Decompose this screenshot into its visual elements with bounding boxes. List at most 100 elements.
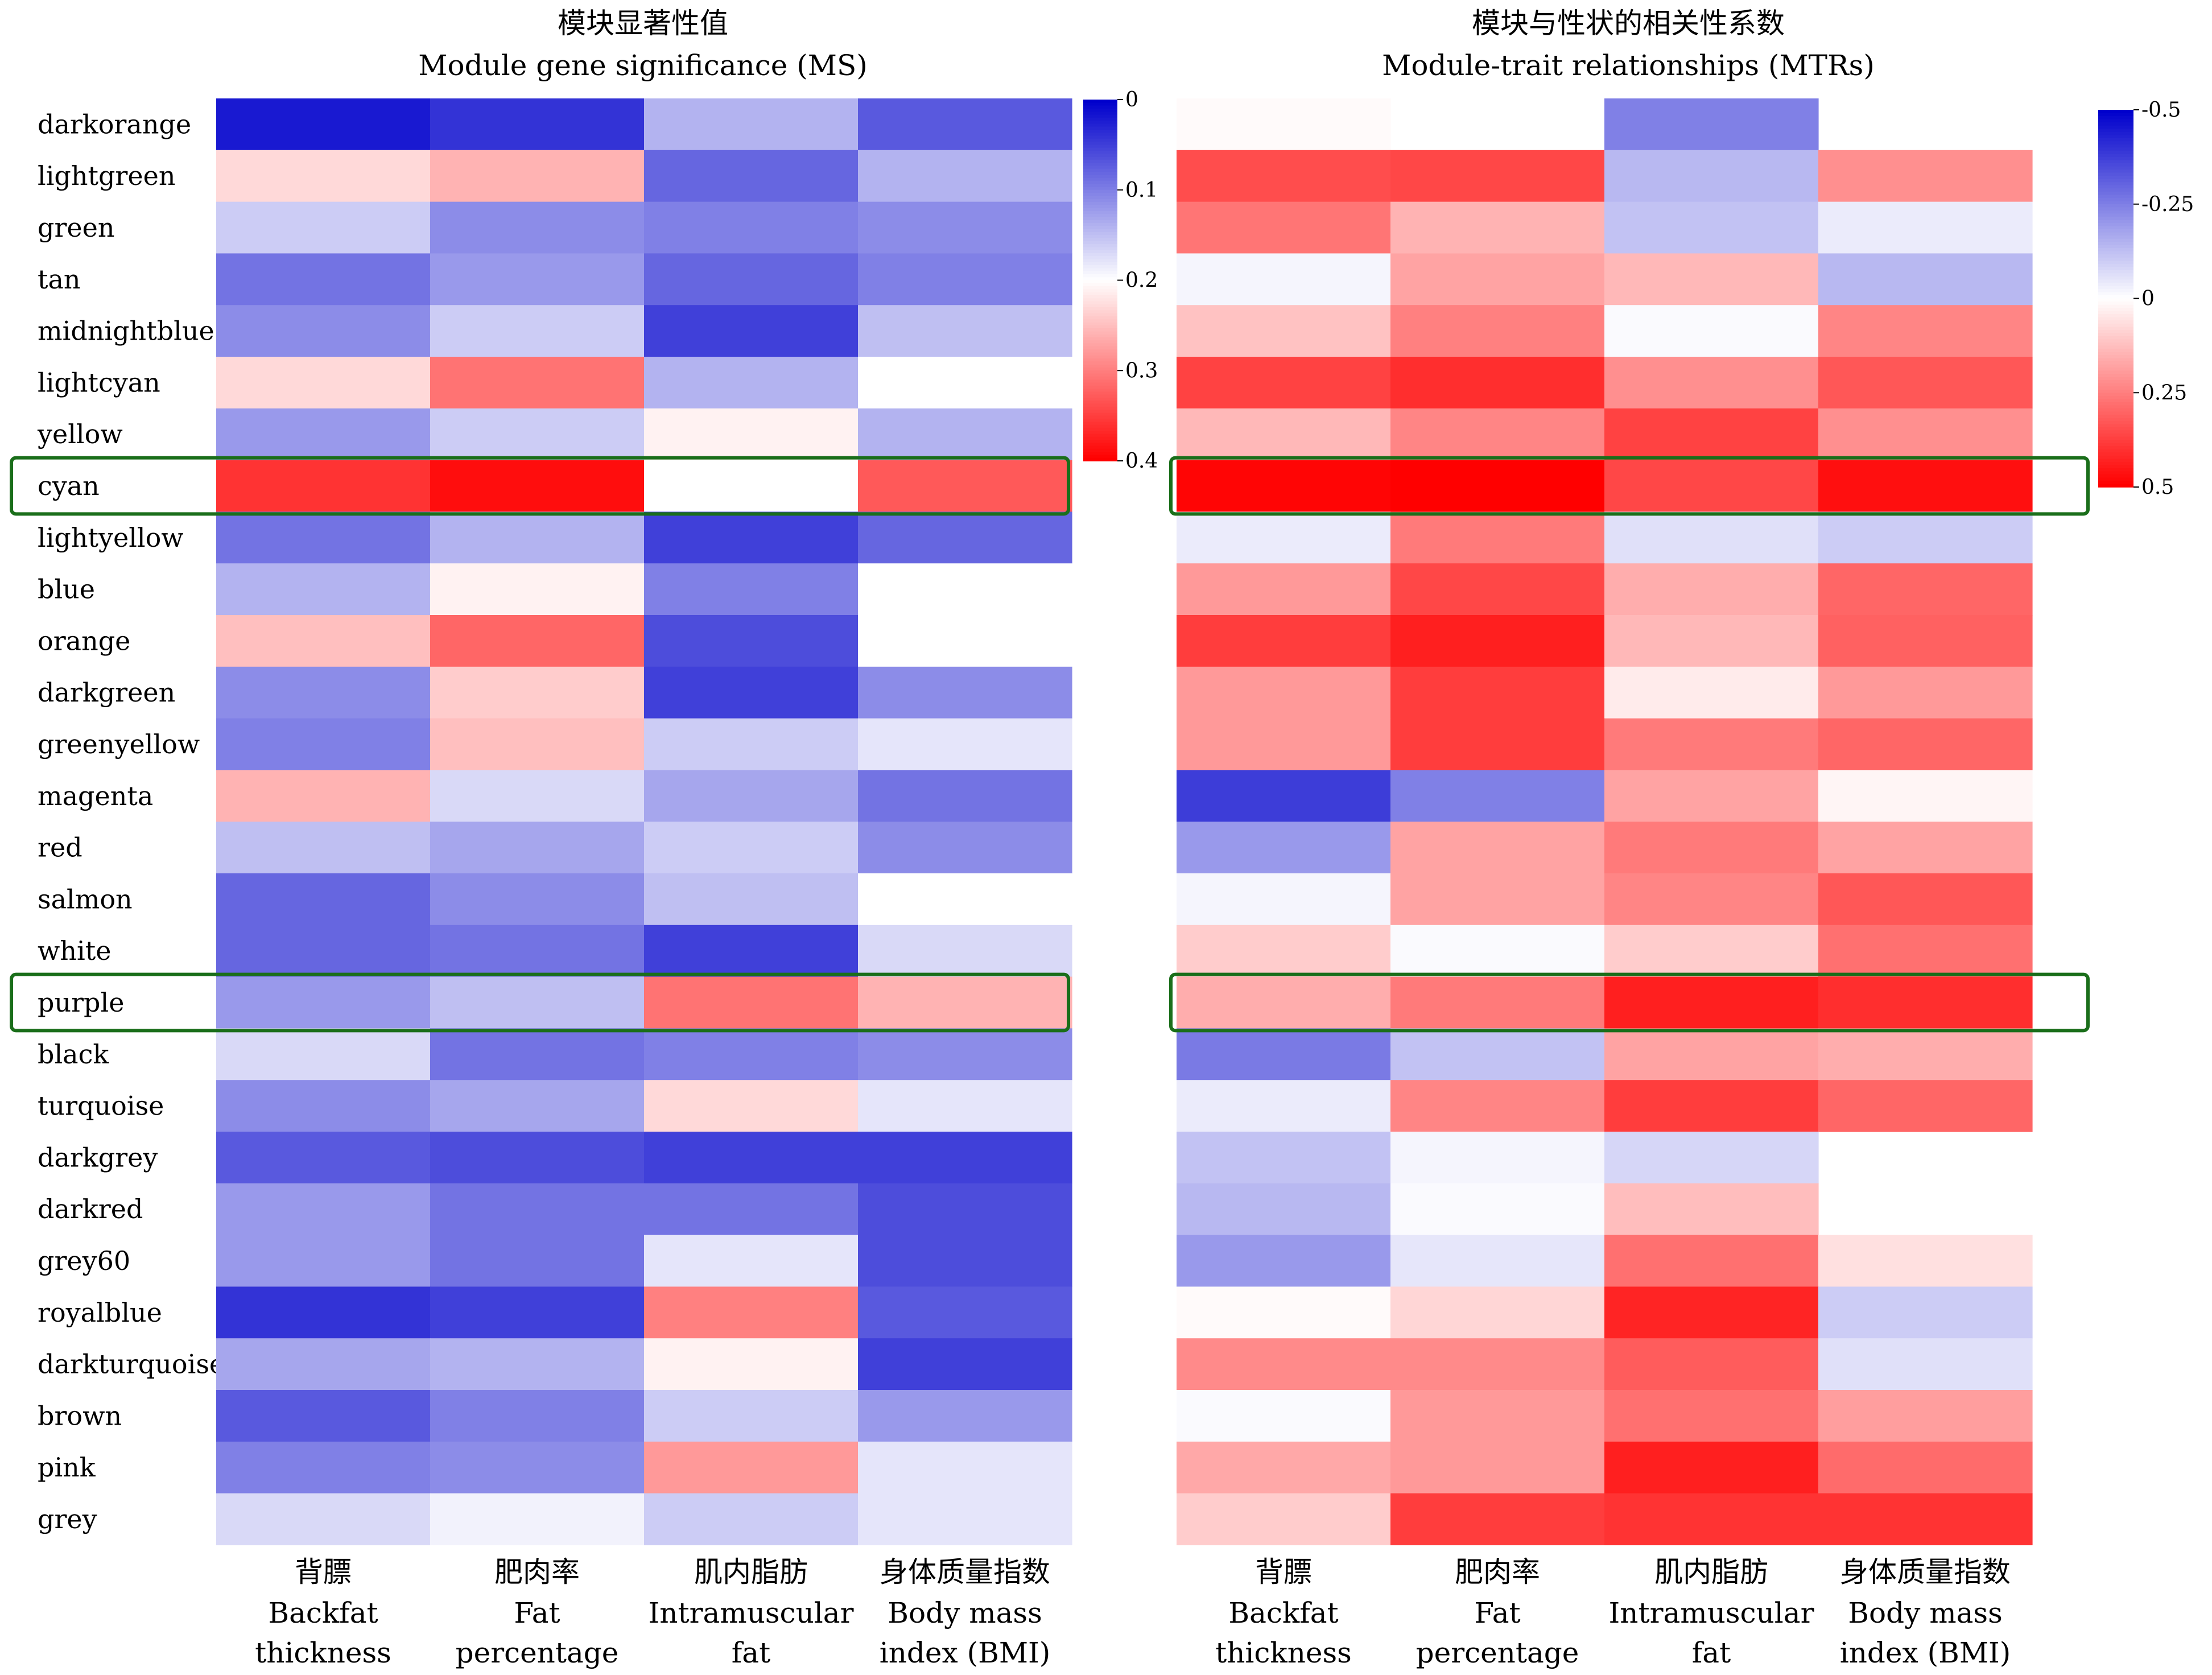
mtr-cell-black-0 [1177, 1028, 1391, 1080]
mtr-colorbar-step [2098, 154, 2133, 158]
mtr-cell-grey60-2 [1604, 1235, 1819, 1287]
ms-colorbar-step [1083, 361, 1117, 365]
ms-colorbar-step [1083, 150, 1117, 155]
ms-colorbar-step [1083, 222, 1117, 227]
ms-cell-lightcyan-1 [430, 357, 645, 409]
ms-cell-lightyellow-2 [644, 511, 859, 564]
mtr-cell-turquoise-3 [1818, 1080, 2033, 1132]
ms-colorbar-step [1083, 156, 1117, 160]
mtr-colorbar-step [2098, 405, 2133, 409]
ms-colorbar-step [1083, 301, 1117, 305]
ms-xlabel-en2-1: percentage [456, 1636, 619, 1669]
mtr-colorbar-step [2098, 408, 2133, 412]
mtr-colorbar-step [2098, 201, 2133, 205]
mtr-cell-orange-0 [1177, 615, 1391, 667]
ms-cell-black-1 [430, 1028, 645, 1080]
ms-cell-pink-1 [430, 1441, 645, 1494]
mtr-cell-orange-2 [1604, 615, 1819, 667]
ms-cell-magenta-1 [430, 770, 645, 822]
ms-colorbar-step [1083, 142, 1117, 146]
ms-colorbar-step [1083, 238, 1117, 242]
ms-cell-grey60-2 [644, 1235, 859, 1287]
mtr-cell-purple-3 [1818, 976, 2033, 1029]
mtr-cell-darkturquoise-1 [1390, 1338, 1605, 1391]
mtr-colorbar-label: 0.25 [2141, 381, 2187, 405]
ms-cell-tan-0 [216, 253, 431, 306]
ms-colorbar-label: 0.3 [1125, 359, 1158, 382]
ms-cell-purple-2 [644, 976, 859, 1029]
mtr-colorbar-step [2098, 276, 2133, 280]
mtr-colorbar-step [2098, 329, 2133, 334]
mtr-cell-darkgreen-3 [1818, 666, 2033, 719]
mtr-cell-magenta-0 [1177, 770, 1391, 822]
mtr-cell-white-0 [1177, 925, 1391, 977]
mtr-cell-brown-0 [1177, 1390, 1391, 1442]
ms-colorbar-step [1083, 389, 1117, 393]
mtr-cell-magenta-2 [1604, 770, 1819, 822]
mtr-colorbar-step [2098, 311, 2133, 315]
mtr-cell-lightyellow-0 [1177, 511, 1391, 564]
mtr-xlabel-en1-3: Body mass [1848, 1596, 2003, 1629]
module-label-turquoise: turquoise [38, 1091, 164, 1121]
mtr-cell-cyan-0 [1177, 460, 1391, 512]
ms-cell-darkturquoise-2 [644, 1338, 859, 1391]
mtr-cell-brown-3 [1818, 1390, 2033, 1442]
mtr-colorbar-step [2098, 251, 2133, 255]
ms-colorbar-step [1083, 307, 1117, 311]
mtr-cell-lightcyan-1 [1390, 357, 1605, 409]
ms-colorbar-step [1083, 121, 1117, 125]
ms-colorbar-step [1083, 205, 1117, 209]
mtr-colorbar-step [2098, 119, 2133, 123]
ms-cell-darkred-0 [216, 1183, 431, 1236]
mtr-cell-yellow-1 [1390, 408, 1605, 461]
mtr-colorbar-step [2098, 440, 2133, 444]
ms-colorbar-step [1083, 340, 1117, 344]
mtr-cell-tan-2 [1604, 253, 1819, 306]
mtr-cell-royalblue-3 [1818, 1286, 2033, 1339]
ms-colorbar-step [1083, 105, 1117, 109]
ms-cell-orange-3 [858, 615, 1072, 667]
ms-cell-darkgrey-2 [644, 1132, 859, 1184]
mtr-colorbar-step [2098, 374, 2133, 378]
ms-colorbar-step [1083, 135, 1117, 139]
highlight-right-purple [1169, 972, 2090, 1033]
mtr-cell-turquoise-1 [1390, 1080, 1605, 1132]
ms-colorbar-step [1083, 100, 1117, 104]
ms-colorbar-step [1083, 129, 1117, 134]
ms-colorbar-step [1083, 217, 1117, 221]
ms-colorbar-step [1083, 268, 1117, 272]
mtr-xlabel-en2-2: fat [1692, 1636, 1731, 1669]
ms-cell-tan-3 [858, 253, 1072, 306]
ms-colorbar-step [1083, 316, 1117, 320]
ms-xlabel-en2-3: index (BMI) [880, 1636, 1051, 1669]
mtr-colorbar-step [2098, 176, 2133, 180]
ms-cell-royalblue-3 [858, 1286, 1072, 1339]
ms-colorbar-step [1083, 199, 1117, 203]
ms-cell-greenyellow-1 [430, 718, 645, 770]
mtr-colorbar-step [2098, 213, 2133, 217]
mtr-colorbar-step [2098, 377, 2133, 381]
mtr-cell-purple-0 [1177, 976, 1391, 1029]
highlight-boxes [10, 456, 2090, 1033]
mtr-cell-tan-1 [1390, 253, 1605, 306]
ms-cell-royalblue-2 [644, 1286, 859, 1339]
ms-colorbar-step [1083, 370, 1117, 374]
module-label-blue: blue [38, 574, 95, 605]
mtr-colorbar-step [2098, 169, 2133, 174]
ms-xlabel-en2-0: thickness [255, 1636, 391, 1669]
mtr-cell-blue-3 [1818, 563, 2033, 616]
mtr-colorbar-step [2098, 116, 2133, 120]
mtr-cell-darkred-2 [1604, 1183, 1819, 1236]
mtr-cell-brown-1 [1390, 1390, 1605, 1442]
ms-cell-darkgrey-3 [858, 1132, 1072, 1184]
ms-cell-magenta-2 [644, 770, 859, 822]
mtr-cell-brown-2 [1604, 1390, 1819, 1442]
ms-cell-greenyellow-0 [216, 718, 431, 770]
mtr-cell-lightgreen-0 [1177, 150, 1391, 203]
ms-colorbar-step [1083, 259, 1117, 263]
mtr-cell-yellow-3 [1818, 408, 2033, 461]
mtr-colorbar-step [2098, 402, 2133, 406]
mtr-cell-lightyellow-3 [1818, 511, 2033, 564]
ms-colorbar-step [1083, 427, 1117, 431]
ms-cell-grey-0 [216, 1493, 431, 1545]
